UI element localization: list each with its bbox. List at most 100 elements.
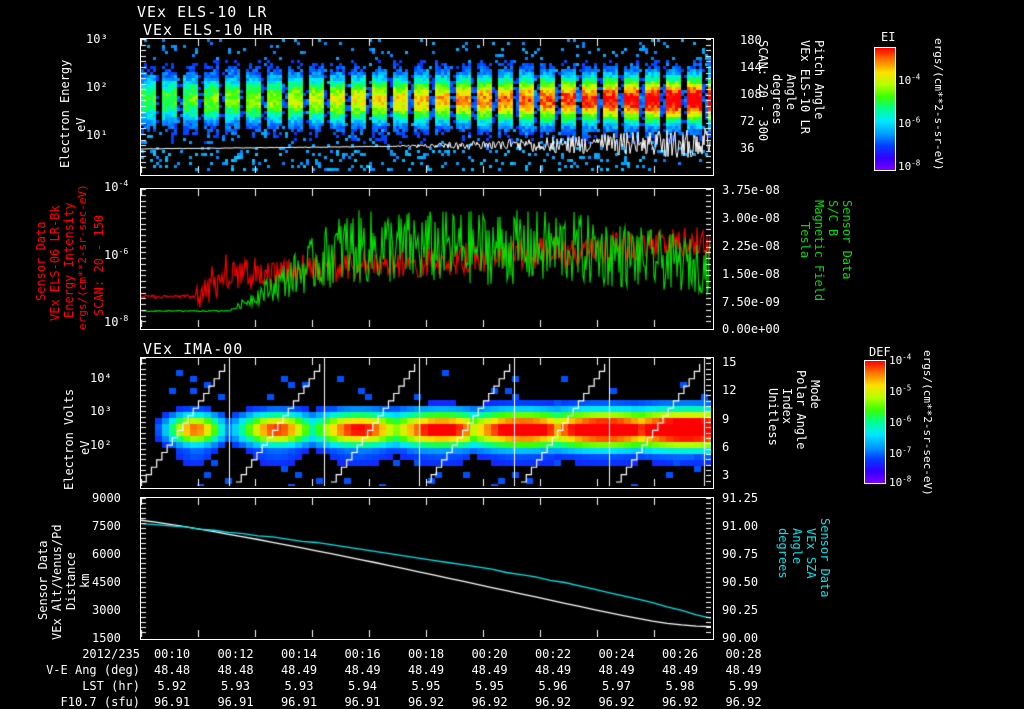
panel3-title: VEx IMA-00	[143, 340, 244, 358]
panel2-ytick-2: 10-8	[104, 313, 129, 329]
table-cell-r0-c6: 00:22	[534, 647, 572, 661]
table-cell-r0-c3: 00:16	[344, 647, 381, 661]
panel4-rtick-3: 90.50	[722, 575, 759, 589]
panel2-rlabel-1: Sensor Data	[840, 200, 854, 280]
colorbar2-units: ergs/(cm**2-sr-sec-eV)	[921, 350, 934, 496]
table-cell-r3-c2: 96.91	[280, 695, 318, 709]
panel1-ytick-2: 10¹	[86, 128, 108, 142]
panel3-rtick-2: 9	[722, 412, 730, 426]
panel4-ytick-3: 4500	[92, 575, 121, 589]
table-cell-r1-c7: 48.49	[598, 663, 635, 677]
table-cell-r0-c9: 00:28	[725, 647, 762, 661]
table-cell-r2-c3: 5.94	[348, 679, 377, 693]
panel4-ytick-5: 1500	[92, 631, 121, 645]
table-cell-r1-c6: 48.49	[534, 663, 572, 677]
panel2-rlabel-3: Magnetic Field	[812, 200, 826, 302]
table-cell-r1-c4: 48.49	[407, 663, 445, 677]
panel4-ylabel-1: Sensor Data	[36, 540, 50, 620]
table-cell-r2-c8: 5.98	[665, 679, 695, 693]
panel4-ylabel-2: VEx Alt/Venus/Pd	[50, 524, 64, 640]
colorbar1-tick-0: 10-4	[898, 72, 921, 87]
table-cell-r2-c7: 5.97	[602, 679, 631, 693]
colorbar2-tick-2: 10-6	[889, 414, 912, 429]
panel4-rtick-5: 90.00	[722, 631, 759, 645]
panel4-rtick-0: 91.25	[722, 491, 759, 505]
panel3-rlabel-2: Polar Angle	[794, 370, 808, 450]
panel1-rlabel-3: Angle	[784, 74, 798, 111]
panel4-rtick-2: 90.75	[722, 547, 759, 561]
panel4-ylabel-4: km	[78, 573, 92, 588]
table-row-label-3: F10.7 (sfu)	[60, 695, 140, 709]
panel2-ytick-0: 10-4	[104, 178, 129, 194]
panel3-rtick-4: 3	[722, 468, 730, 482]
panel4-rlabel-1: Sensor Data	[818, 518, 832, 598]
panel2-rlabel-2: S/C B	[826, 200, 840, 237]
panel3-rtick-0: 15	[722, 355, 737, 369]
panel2-ylabel-4: ergs/(cm**2-sr-sec-eV)	[76, 184, 89, 330]
table-cell-r0-c8: 00:26	[661, 647, 699, 661]
panel4-ylabel-3: Distance	[64, 552, 78, 610]
panel2-ylabel-3: Energy Intensity	[62, 202, 76, 318]
table-cell-r0-c1: 00:12	[217, 647, 254, 661]
table-cell-r0-c5: 00:20	[471, 647, 508, 661]
panel4-plot[interactable]	[140, 497, 714, 640]
panel1-plot[interactable]	[140, 38, 714, 176]
table-cell-r2-c4: 5.95	[411, 679, 441, 693]
table-cell-r3-c0: 96.91	[153, 695, 191, 709]
table-cell-r1-c3: 48.49	[344, 663, 381, 677]
panel1-rtick-2: 108	[740, 87, 762, 101]
table-cell-r2-c1: 5.93	[221, 679, 250, 693]
panel2-rtick-4: 7.50e-09	[722, 295, 780, 309]
table-cell-r1-c9: 48.49	[725, 663, 762, 677]
table-cell-r0-c2: 00:14	[280, 647, 318, 661]
table-cell-r1-c5: 48.49	[471, 663, 508, 677]
panel2-ylabel-1: Sensor Data	[34, 221, 48, 301]
table-cell-r3-c7: 96.92	[598, 695, 635, 709]
panel2-plot[interactable]	[140, 188, 714, 330]
panel3-rtick-3: 6	[722, 440, 730, 454]
panel1-rlabel-1: Pitch Angle	[812, 40, 826, 120]
panel1-rlabel-5: SCAN: 20 - 300	[756, 40, 770, 142]
colorbar1-units: ergs/(cm**2-s-sr-eV)	[932, 38, 945, 171]
panel2-ylabel-2: VEx ELS-06 LR-Bk	[48, 205, 62, 321]
colorbar1-tick-2: 10-8	[898, 158, 921, 173]
panel1-rlabel-2: VEx ELS-10 LR	[798, 40, 812, 134]
table-cell-r3-c5: 96.92	[471, 695, 508, 709]
colorbar2-title: DEF	[869, 345, 891, 359]
panel1-ylabel-2: eV	[74, 117, 88, 132]
panel3-ytick-2: 10²	[90, 438, 112, 452]
panel1-rtick-3: 72	[740, 114, 755, 128]
panel1-title-line1: VEx ELS-10 LR	[137, 3, 268, 21]
table-cell-r0-c0: 00:10	[153, 647, 191, 661]
panel2-rlabel-4: Tesla	[798, 222, 812, 259]
panel4-rlabel-2: VEx SZA	[804, 528, 818, 579]
colorbar1-title: EI	[881, 30, 896, 44]
panel1-rlabel-4: degrees	[770, 74, 784, 125]
panel3-ylabel-1: Electron Volts	[62, 388, 76, 490]
panel1-ytick-0: 10³	[86, 32, 108, 46]
table-cell-r2-c5: 5.95	[475, 679, 504, 693]
panel4-ytick-0: 9000	[92, 491, 121, 505]
table-cell-r0-c7: 00:24	[598, 647, 635, 661]
table-cell-r1-c8: 48.49	[661, 663, 699, 677]
table-cell-r3-c3: 96.91	[344, 695, 381, 709]
panel3-rlabel-3: Index	[780, 388, 794, 425]
panel2-rtick-0: 3.75e-08	[722, 183, 780, 197]
table-cell-r3-c4: 96.92	[407, 695, 445, 709]
panel4-ytick-1: 7500	[92, 519, 121, 533]
table-row-label-1: V-E Ang (deg)	[46, 663, 140, 677]
panel1-ytick-1: 10²	[86, 80, 108, 94]
panel2-rtick-1: 3.00e-08	[722, 211, 780, 225]
panel1-ylabel-1: Electron Energy	[58, 59, 72, 168]
table-cell-r1-c0: 48.48	[153, 663, 191, 677]
table-cell-r1-c2: 48.49	[280, 663, 318, 677]
panel4-rlabel-3: Angle	[790, 528, 804, 565]
panel3-ytick-0: 10⁴	[90, 371, 112, 385]
panel3-plot[interactable]	[140, 357, 714, 489]
table-cell-r3-c8: 96.92	[661, 695, 699, 709]
panel3-rlabel-1: Mode	[808, 380, 822, 409]
table-cell-r3-c6: 96.92	[534, 695, 572, 709]
panel1-rtick-4: 36	[740, 141, 755, 155]
table-cell-r3-c1: 96.91	[217, 695, 254, 709]
